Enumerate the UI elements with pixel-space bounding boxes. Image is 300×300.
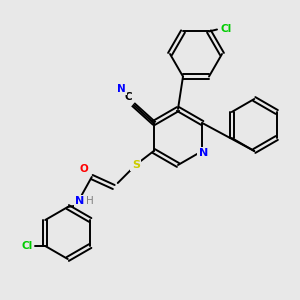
Text: Cl: Cl (220, 25, 232, 34)
Text: H: H (86, 196, 94, 206)
Text: N: N (199, 148, 208, 158)
Text: C: C (125, 92, 133, 102)
Text: Cl: Cl (22, 241, 33, 251)
Text: S: S (132, 160, 140, 170)
Text: N: N (75, 196, 84, 206)
Text: O: O (80, 164, 88, 174)
Text: N: N (117, 84, 126, 94)
